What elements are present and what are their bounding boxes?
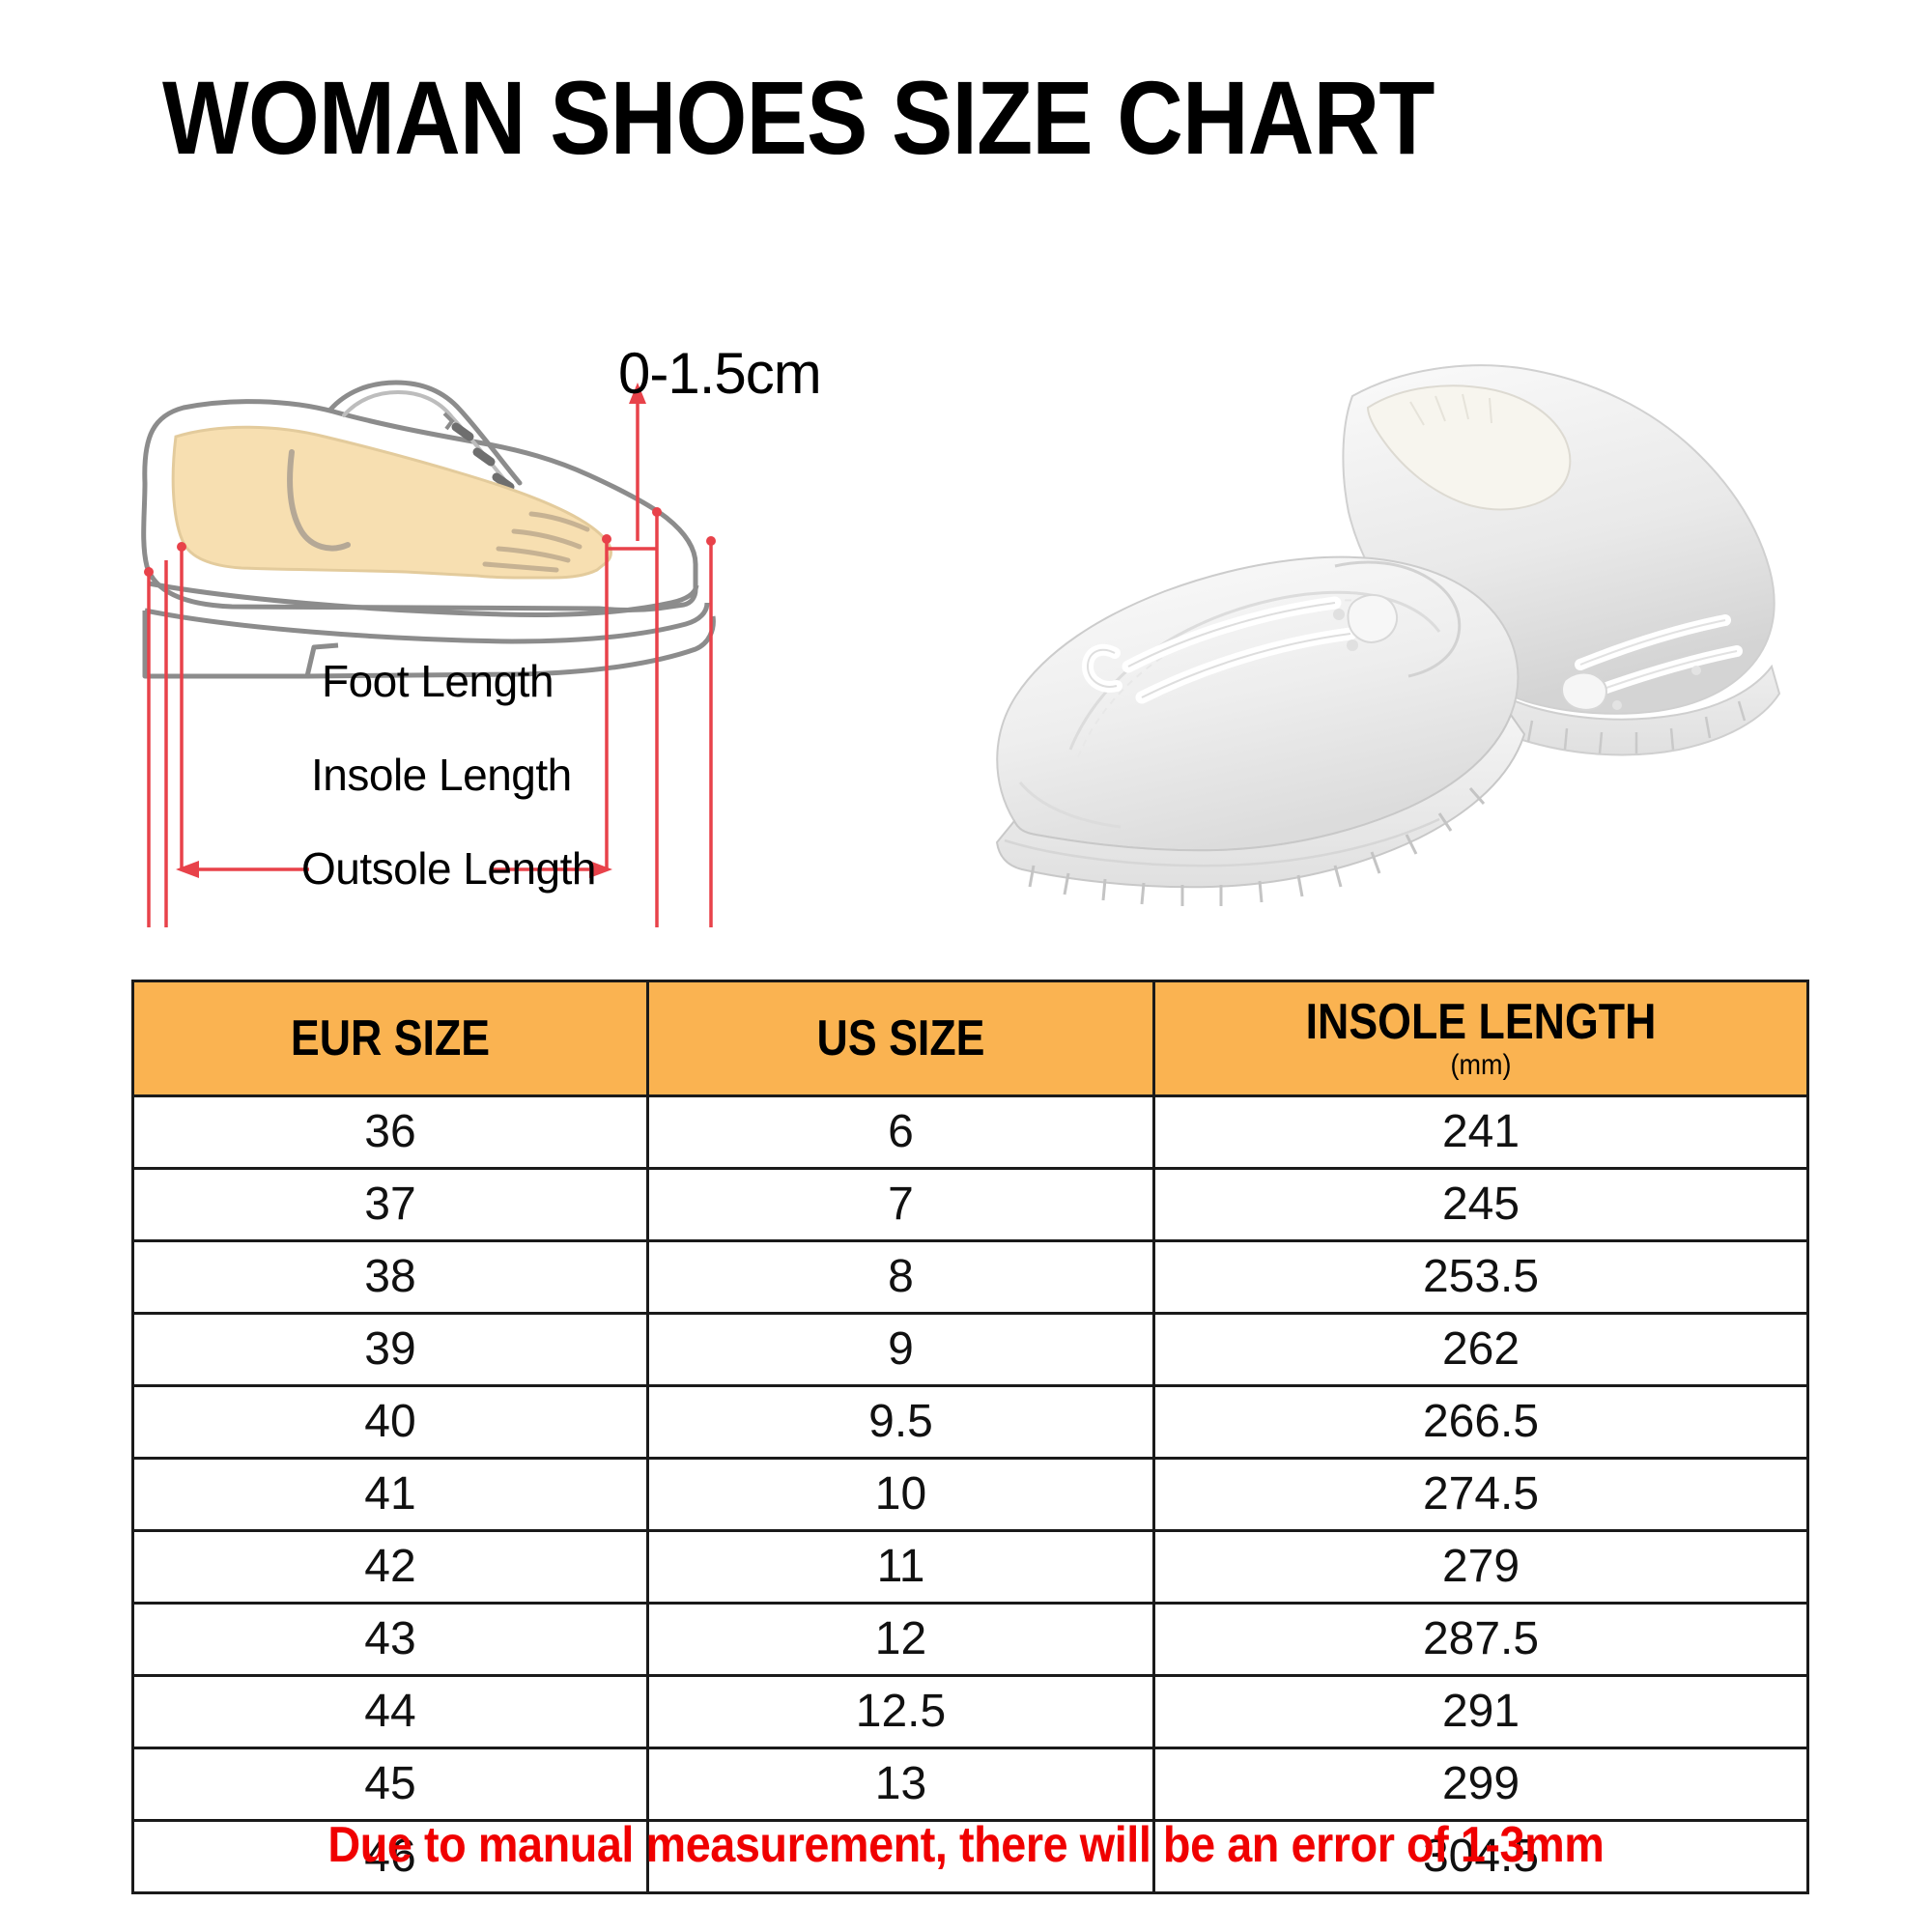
cell-us — [646, 1819, 1155, 1894]
foot-length-label: Foot Length — [322, 656, 554, 706]
cell-insole: 274.5 — [1152, 1457, 1809, 1532]
table-row: 42 11 279 — [131, 1529, 1809, 1605]
cell-eur: 37 — [131, 1167, 649, 1242]
header-eur-size-label: EUR SIZE — [290, 1010, 491, 1066]
cell-insole: 287.5 — [1152, 1602, 1809, 1677]
cell-insole: 279 — [1152, 1529, 1809, 1605]
cell-insole: 253.5 — [1152, 1239, 1809, 1315]
measurement-disclaimer: Due to manual measurement, there will be… — [0, 1816, 1932, 1874]
measurement-arrow-icon — [147, 398, 713, 927]
header-eur-size: EUR SIZE — [131, 980, 649, 1097]
outsole-length-label: Outsole Length — [301, 843, 597, 894]
cell-eur: 40 — [131, 1384, 649, 1460]
header-insole-length: INSOLE LENGTH (mm) — [1152, 980, 1809, 1097]
cell-us: 13 — [646, 1747, 1155, 1822]
cell-eur: 38 — [131, 1239, 649, 1315]
foot-measurement-diagram — [116, 193, 947, 927]
shoe-front-icon — [995, 555, 1526, 906]
cell-us: 12.5 — [646, 1674, 1155, 1749]
table-row: 44 12.5 291 — [131, 1674, 1809, 1749]
cell-us: 10 — [646, 1457, 1155, 1532]
page-title: WOMAN SHOES SIZE CHART — [162, 59, 1435, 176]
table-row: 38 8 253.5 — [131, 1239, 1809, 1315]
cell-insole: 245 — [1152, 1167, 1809, 1242]
cell-eur: 36 — [131, 1094, 649, 1170]
cell-eur: 44 — [131, 1674, 649, 1749]
table-row: 36 6 241 — [131, 1094, 1809, 1170]
cell-us: 9 — [646, 1312, 1155, 1387]
cell-us: 12 — [646, 1602, 1155, 1677]
cell-eur: 39 — [131, 1312, 649, 1387]
cell-us: 9.5 — [646, 1384, 1155, 1460]
header-insole-unit-label: (mm) — [1450, 1049, 1512, 1081]
table-row: 41 10 274.5 — [131, 1457, 1809, 1532]
toe-gap-label: 0-1.5cm — [618, 341, 822, 406]
table-row: 39 9 262 — [131, 1312, 1809, 1387]
cell-insole: 304.5 — [1152, 1819, 1809, 1894]
table-row: 37 7 245 — [131, 1167, 1809, 1242]
table-row: 40 9.5 266.5 — [131, 1384, 1809, 1460]
cell-insole: 262 — [1152, 1312, 1809, 1387]
table-row: 46 304.5 — [131, 1819, 1809, 1894]
table-row: 45 13 299 — [131, 1747, 1809, 1822]
shoe-product-photo — [898, 280, 1826, 976]
cell-us: 11 — [646, 1529, 1155, 1605]
cell-eur: 41 — [131, 1457, 649, 1532]
cell-us: 8 — [646, 1239, 1155, 1315]
cell-us: 6 — [646, 1094, 1155, 1170]
table-body: 36 6 241 37 7 245 38 8 253.5 39 9 26 — [131, 1094, 1809, 1894]
size-table-wrapper: EUR SIZE US SIZE INSOLE LENGTH (mm) 36 6… — [131, 980, 1809, 1894]
cell-eur: 46 — [131, 1819, 649, 1894]
lace-ticks-icon — [451, 422, 515, 492]
header-us-size-label: US SIZE — [816, 1010, 985, 1066]
cell-eur: 43 — [131, 1602, 649, 1677]
foot-side-view-icon — [141, 380, 716, 927]
table-header-row: EUR SIZE US SIZE INSOLE LENGTH (mm) — [131, 980, 1809, 1097]
cell-insole: 266.5 — [1152, 1384, 1809, 1460]
cell-insole: 299 — [1152, 1747, 1809, 1822]
header-us-size: US SIZE — [646, 980, 1155, 1097]
header-insole-length-label: INSOLE LENGTH — [1305, 994, 1657, 1050]
cell-us: 7 — [646, 1167, 1155, 1242]
insole-length-label: Insole Length — [311, 750, 572, 800]
cell-insole: 241 — [1152, 1094, 1809, 1170]
cell-eur: 45 — [131, 1747, 649, 1822]
cell-insole: 291 — [1152, 1674, 1809, 1749]
measurement-disclaimer-text: Due to manual measurement, there will be… — [327, 1817, 1605, 1873]
table-row: 43 12 287.5 — [131, 1602, 1809, 1677]
size-table: EUR SIZE US SIZE INSOLE LENGTH (mm) 36 6… — [131, 980, 1809, 1894]
cell-eur: 42 — [131, 1529, 649, 1605]
